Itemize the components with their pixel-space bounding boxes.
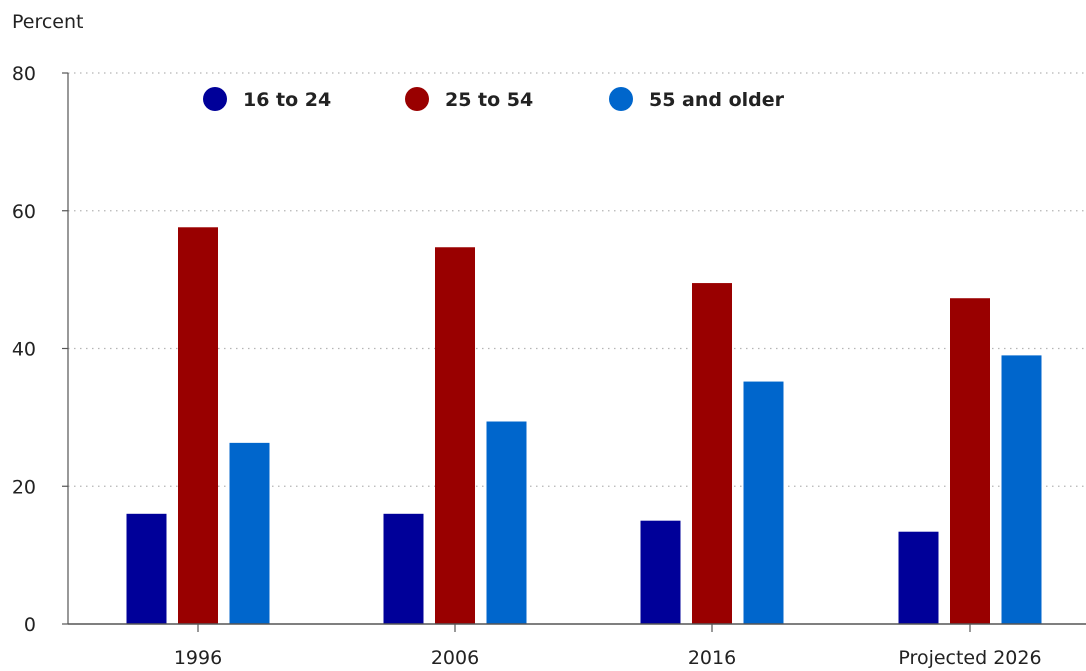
legend-swatch: [609, 87, 633, 111]
y-tick-label: 40: [12, 339, 36, 361]
x-tick-label: 2016: [688, 647, 736, 669]
y-axis-unit-label: Percent: [12, 11, 84, 33]
x-tick-label: Projected 2026: [898, 647, 1041, 669]
bar: [950, 298, 990, 624]
axes: 0 20 40 60 80 1996 2006 2016 Projected 2026: [12, 63, 1086, 669]
bar: [435, 247, 475, 624]
bar: [126, 513, 167, 624]
bar: [229, 442, 270, 624]
bar: [692, 283, 732, 624]
legend-label: 25 to 54: [445, 89, 533, 111]
gridlines: [68, 72, 1086, 487]
legend-swatch: [203, 87, 227, 111]
bar: [1001, 355, 1042, 624]
bar: [178, 227, 218, 624]
y-tick-label: 60: [12, 201, 36, 223]
bar: [743, 381, 784, 624]
y-tick-label: 20: [12, 476, 36, 498]
legend-label: 55 and older: [649, 89, 785, 111]
x-tick-label: 2006: [431, 647, 479, 669]
legend-swatch: [405, 87, 429, 111]
y-tick-label: 80: [12, 63, 36, 85]
bar: [898, 531, 939, 624]
bar: [383, 513, 424, 624]
bar: [486, 421, 527, 624]
legend-label: 16 to 24: [243, 89, 331, 111]
y-tick-label: 0: [24, 614, 36, 636]
x-tick-label: 1996: [174, 647, 222, 669]
bars: [126, 227, 1042, 624]
bar: [640, 520, 681, 624]
legend: 16 to 24 25 to 54 55 and older: [203, 87, 785, 111]
